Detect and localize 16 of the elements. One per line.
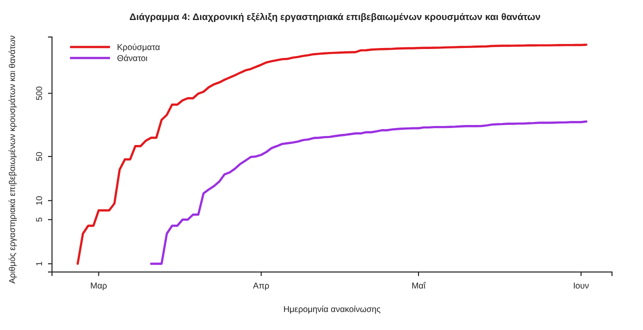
y-tick-label: 50 xyxy=(34,151,44,162)
y-tick-label: 500 xyxy=(34,86,44,100)
x-tick-label: Ιουν xyxy=(573,280,590,290)
chart-title: Διάγραμμα 4: Διαχρονική εξέλιξη εργαστηριακά επιβεβαιωμένων κρουσμάτων και θανάτων xyxy=(129,12,541,23)
line-series xyxy=(150,120,588,265)
line-series xyxy=(76,44,588,265)
y-axis-title: Αριθμός εργαστηριακά επιβεβαιωμένων κρουσμάτων και θανάτων xyxy=(7,35,17,284)
y-tick-label: 10 xyxy=(34,196,44,206)
x-tick-label: Μαρ xyxy=(90,280,108,290)
x-tick-label: Απρ xyxy=(253,280,270,290)
legend-label: Θάνατοι xyxy=(117,53,148,63)
y-tick-label: 5 xyxy=(34,216,44,222)
x-axis-title: Ημερομηνία ανακοίνωσης xyxy=(283,304,381,314)
legend-label: Κρούσματα xyxy=(117,42,160,52)
x-tick-label: Μαΐ xyxy=(412,280,427,290)
y-tick-label: 1 xyxy=(34,261,44,266)
